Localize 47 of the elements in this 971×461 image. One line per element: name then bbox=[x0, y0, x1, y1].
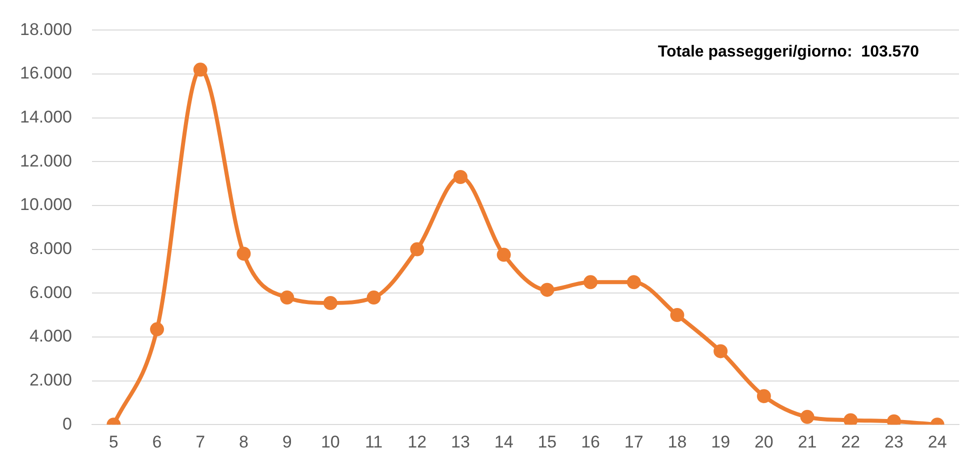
x-tick-label: 11 bbox=[364, 432, 383, 452]
y-tick-label: 14.000 bbox=[20, 108, 72, 127]
x-tick-label: 7 bbox=[196, 432, 206, 452]
y-tick-label: 0 bbox=[62, 414, 72, 434]
x-tick-label: 22 bbox=[841, 432, 860, 452]
y-tick-label: 18.000 bbox=[20, 20, 72, 39]
point bbox=[453, 170, 468, 184]
point bbox=[496, 248, 511, 262]
point bbox=[366, 290, 381, 305]
x-tick-label: 12 bbox=[408, 432, 427, 452]
point bbox=[670, 308, 684, 322]
point bbox=[756, 389, 771, 404]
x-tick-label: 14 bbox=[494, 432, 514, 452]
point bbox=[323, 296, 338, 310]
point bbox=[584, 275, 598, 290]
x-tick-label: 18 bbox=[668, 432, 687, 452]
point bbox=[714, 344, 728, 358]
x-tick-label: 21 bbox=[798, 432, 817, 452]
y-tick-label: 8.000 bbox=[29, 239, 72, 258]
x-tick-label: 16 bbox=[581, 432, 600, 452]
point bbox=[280, 290, 294, 305]
point bbox=[150, 322, 164, 336]
point bbox=[193, 62, 208, 77]
x-tick-label: 15 bbox=[538, 432, 557, 452]
x-tick-label: 19 bbox=[711, 432, 730, 452]
point bbox=[540, 282, 554, 297]
annotation: Totale passeggeri/giorno: 103.570 bbox=[658, 44, 920, 61]
y-tick-label: 6.000 bbox=[29, 282, 72, 302]
x-tick-label: 10 bbox=[320, 432, 340, 452]
x-tick-label: 8 bbox=[238, 432, 248, 452]
x-tick-label: 20 bbox=[754, 432, 774, 452]
x-tick-label: 9 bbox=[282, 432, 292, 452]
x-tick-label: 13 bbox=[451, 432, 470, 452]
x-tick-label: 6 bbox=[152, 432, 162, 452]
y-tick-label: 2.000 bbox=[29, 370, 72, 390]
point bbox=[410, 242, 424, 256]
point bbox=[800, 410, 814, 424]
y-tick-label: 4.000 bbox=[29, 326, 72, 346]
y-tick-label: 16.000 bbox=[20, 64, 72, 83]
point bbox=[626, 275, 641, 290]
point bbox=[236, 246, 251, 261]
y-tick-label: 10.000 bbox=[20, 195, 72, 214]
x-tick-label: 5 bbox=[108, 432, 118, 452]
y-tick-label: 12.000 bbox=[20, 151, 72, 170]
x-tick-label: 24 bbox=[928, 432, 947, 452]
x-tick-label: 23 bbox=[884, 432, 904, 452]
x-tick-label: 17 bbox=[624, 432, 644, 452]
